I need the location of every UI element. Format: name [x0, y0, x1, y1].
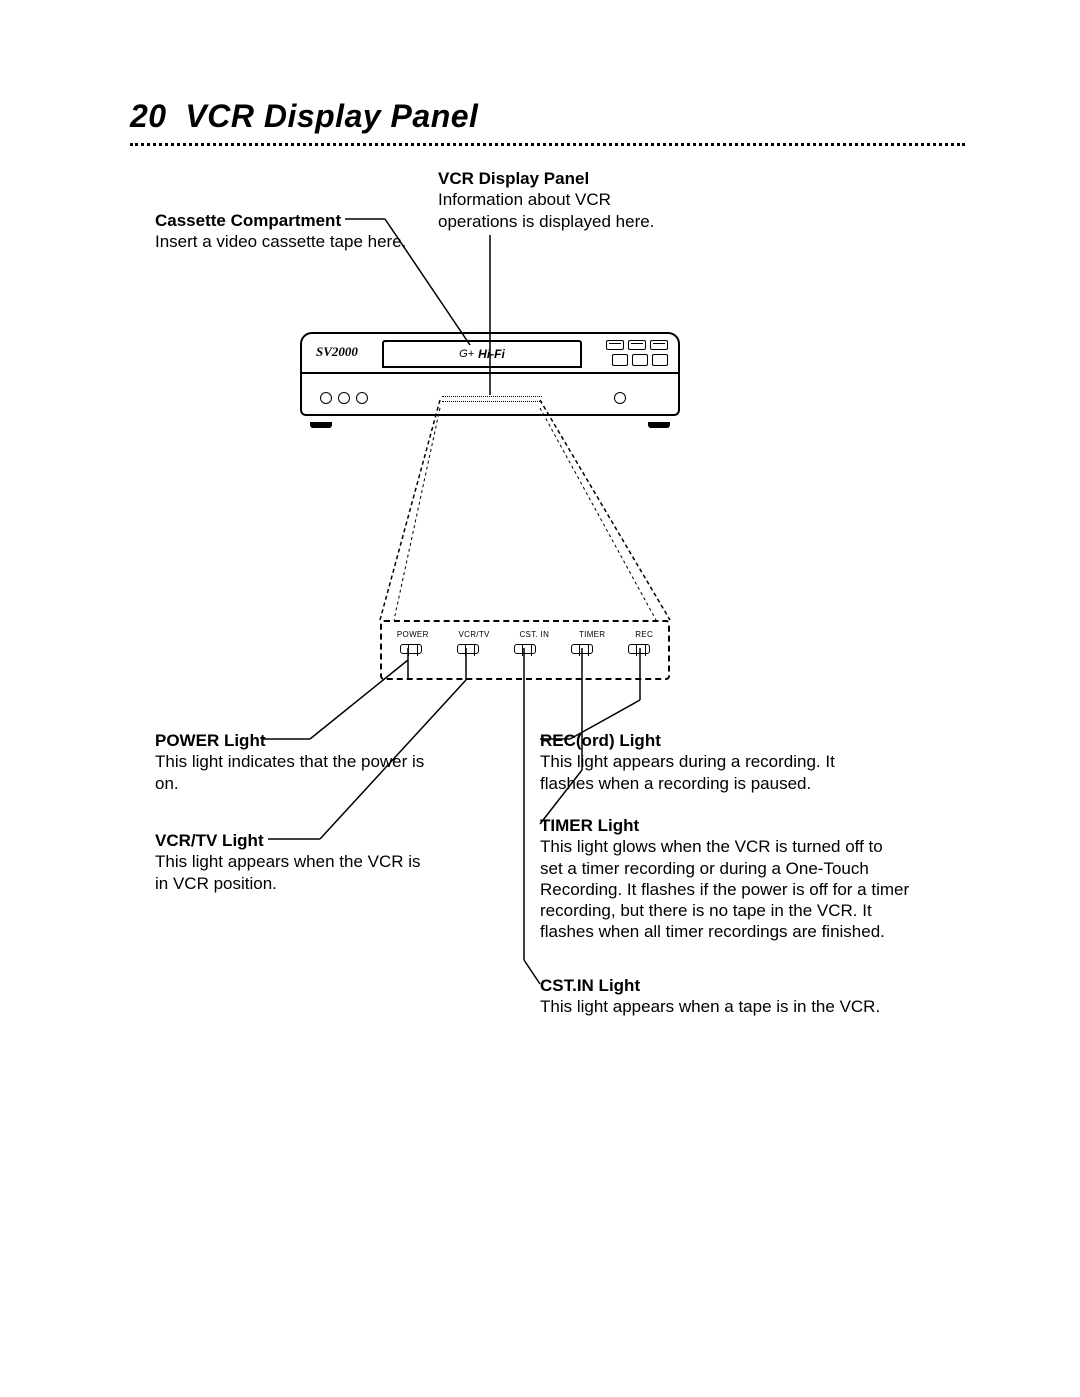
vcr-button-icon — [628, 340, 646, 350]
vcr-foot-icon — [648, 422, 670, 428]
vcr-av-jacks — [320, 392, 368, 404]
callout-rec-heading: REC(ord) Light — [540, 731, 661, 750]
panel-label-power: POWER — [397, 630, 429, 639]
callout-cstin-body: This light appears when a tape is in the… — [540, 997, 880, 1016]
callout-rec: REC(ord) Light This light appears during… — [540, 730, 870, 794]
callout-display-body: Information about VCR operations is disp… — [438, 190, 654, 230]
vcr-brand-logo: SV2000 — [316, 344, 358, 360]
vcr-mid-buttons — [612, 354, 668, 366]
header-divider — [130, 143, 965, 146]
callout-timer-body: This light glows when the VCR is turned … — [540, 837, 909, 941]
vcr-button-icon — [612, 354, 628, 366]
panel-label-cstin: CST. IN — [519, 630, 549, 639]
vcr-button-icon — [650, 340, 668, 350]
page-title: 20 VCR Display Panel — [130, 98, 965, 135]
callout-display: VCR Display Panel Information about VCR … — [438, 168, 668, 232]
vcr-button-icon — [632, 354, 648, 366]
callout-power-body: This light indicates that the power is o… — [155, 752, 424, 792]
jack-icon — [338, 392, 350, 404]
led-icon — [514, 644, 536, 654]
vcr-display-strip — [442, 396, 542, 402]
vcr-button-icon — [652, 354, 668, 366]
led-icon — [628, 644, 650, 654]
vcr-button-icon — [606, 340, 624, 350]
led-icon — [400, 644, 422, 654]
jack-icon — [320, 392, 332, 404]
callout-timer: TIMER Light This light glows when the VC… — [540, 815, 910, 943]
cassette-hifi-text: Hi-Fi — [478, 347, 505, 361]
callout-timer-heading: TIMER Light — [540, 816, 639, 835]
vcr-chassis: SV2000 G+ Hi-Fi — [300, 332, 680, 416]
vcr-bottom-section — [302, 374, 678, 414]
cassette-badge: G+ — [459, 348, 474, 360]
led-icon — [571, 644, 593, 654]
vcr-top-section: SV2000 G+ Hi-Fi — [302, 334, 678, 374]
callout-rec-body: This light appears during a recording. I… — [540, 752, 835, 792]
callout-power-heading: POWER Light — [155, 731, 265, 750]
callout-cassette: Cassette Compartment Insert a video cass… — [155, 210, 415, 253]
callout-cstin-heading: CST.IN Light — [540, 976, 640, 995]
callout-power: POWER Light This light indicates that th… — [155, 730, 425, 794]
vcr-illustration: SV2000 G+ Hi-Fi — [300, 332, 680, 416]
vcr-foot-icon — [310, 422, 332, 428]
page-number: 20 — [130, 98, 167, 134]
manual-page: 20 VCR Display Panel Cassette Compartmen… — [0, 0, 1080, 1397]
callout-vcrtv: VCR/TV Light This light appears when the… — [155, 830, 425, 894]
jack-icon — [356, 392, 368, 404]
callout-vcrtv-body: This light appears when the VCR is in VC… — [155, 852, 421, 892]
panel-label-timer: TIMER — [579, 630, 605, 639]
vcr-knob-icon — [614, 392, 626, 404]
vcr-top-buttons — [606, 340, 668, 350]
panel-label-vcrtv: VCR/TV — [459, 630, 490, 639]
callout-display-heading: VCR Display Panel — [438, 169, 589, 188]
cassette-door: G+ Hi-Fi — [382, 340, 582, 368]
panel-lights-row — [382, 644, 668, 654]
callout-vcrtv-heading: VCR/TV Light — [155, 831, 264, 850]
page-header: 20 VCR Display Panel — [130, 98, 965, 146]
page-title-text: VCR Display Panel — [185, 98, 478, 134]
callout-cassette-body: Insert a video cassette tape here. — [155, 232, 406, 251]
panel-label-rec: REC — [635, 630, 653, 639]
display-panel-enlarged: POWER VCR/TV CST. IN TIMER REC — [380, 620, 670, 680]
callout-cassette-heading: Cassette Compartment — [155, 211, 341, 230]
callout-cstin: CST.IN Light This light appears when a t… — [540, 975, 910, 1018]
led-icon — [457, 644, 479, 654]
panel-labels-row: POWER VCR/TV CST. IN TIMER REC — [382, 630, 668, 639]
